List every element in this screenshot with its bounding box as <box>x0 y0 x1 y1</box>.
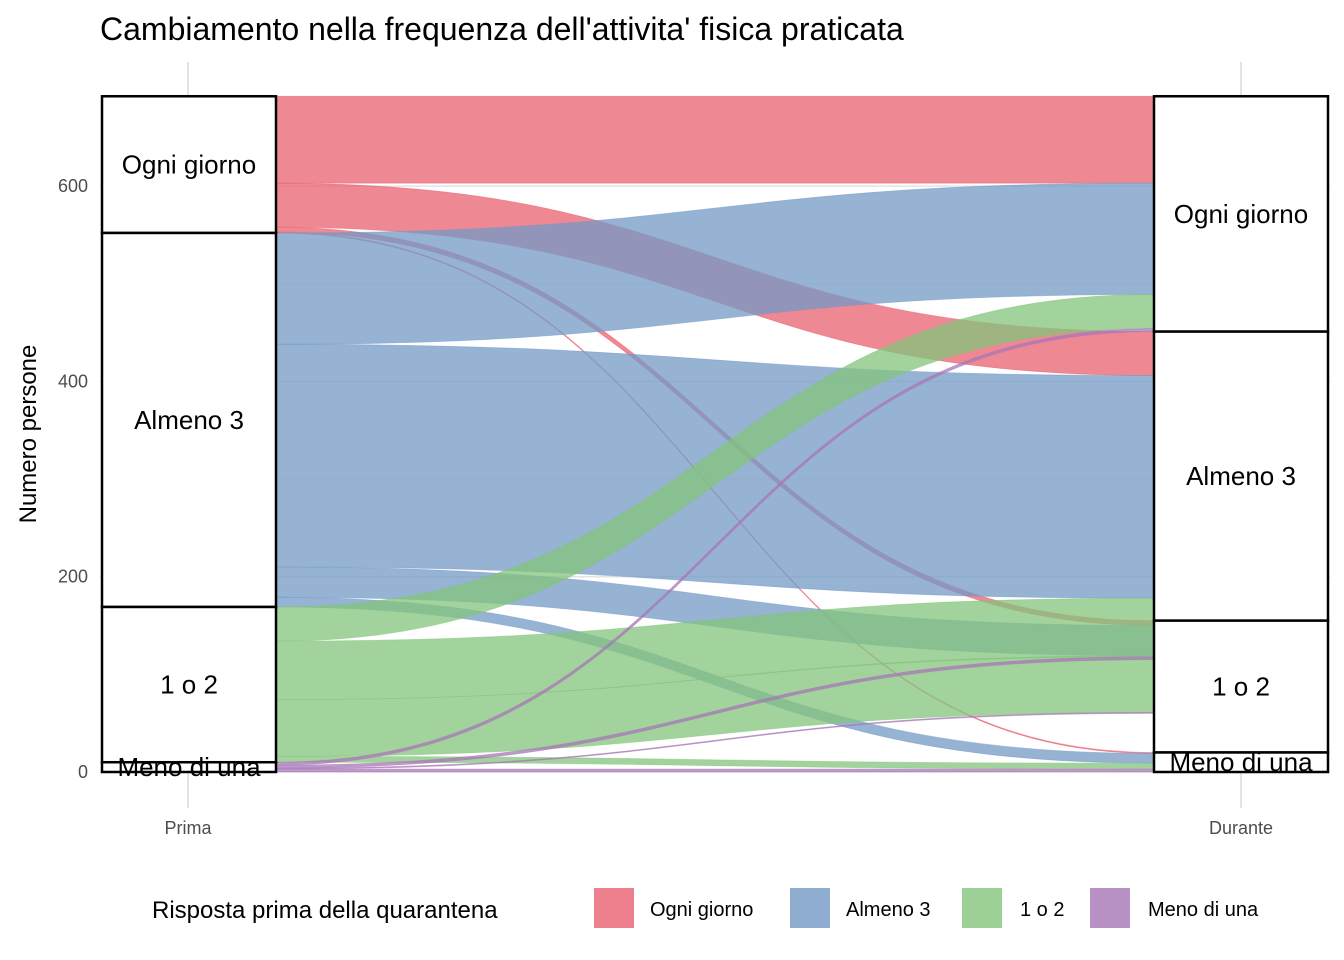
stratum-label-prima: Almeno 3 <box>134 405 244 435</box>
stratum-label-prima: Ogni giorno <box>122 150 256 180</box>
stratum-prima <box>100 760 278 774</box>
legend-title: Risposta prima della quarantena <box>152 897 498 924</box>
stratum-label-prima: 1 o 2 <box>160 670 218 700</box>
legend-label: Almeno 3 <box>846 899 931 921</box>
y-tick-label: 600 <box>58 176 88 196</box>
stratum-label-durante: Ogni giorno <box>1174 199 1308 229</box>
stratum-durante <box>1152 330 1330 622</box>
legend-label: Ogni giorno <box>650 899 753 921</box>
flows <box>275 95 1155 773</box>
y-axis: 0 200 400 600 <box>58 176 88 782</box>
legend: Risposta prima della quarantena Ogni gio… <box>152 888 1259 928</box>
stratum-prima <box>100 605 278 764</box>
legend-swatch <box>790 888 830 928</box>
y-tick-label: 0 <box>78 762 88 782</box>
flow-meno-di-una-to-meno-di-una <box>275 768 1155 773</box>
x-tick-label-prima: Prima <box>164 818 212 838</box>
legend-label: 1 o 2 <box>1020 899 1064 921</box>
legend-swatch <box>962 888 1002 928</box>
y-axis-label: Numero persone <box>15 345 42 524</box>
stratum-label-durante: 1 o 2 <box>1212 672 1270 702</box>
stratum-durante <box>1152 619 1330 754</box>
stratum-durante <box>1152 751 1330 774</box>
stratum-durante <box>1152 95 1330 333</box>
strata: Ogni giorno Almeno 3 1 o 2 Meno di una Ogni … <box>100 95 1330 782</box>
legend-swatch <box>594 888 634 928</box>
stratum-label-prima: Meno di una <box>117 752 261 782</box>
stratum-prima <box>100 95 278 235</box>
stratum-label-durante: Meno di una <box>1169 747 1313 777</box>
flow-ogni-giorno-to-ogni-giorno <box>275 95 1155 184</box>
stratum-prima <box>100 231 278 609</box>
y-tick-label: 400 <box>58 371 88 391</box>
legend-swatch <box>1090 888 1130 928</box>
stratum-label-durante: Almeno 3 <box>1186 461 1296 491</box>
y-tick-label: 200 <box>58 567 88 587</box>
x-tick-label-durante: Durante <box>1209 818 1273 838</box>
chart-title: Cambiamento nella frequenza dell'attivit… <box>100 11 904 47</box>
legend-label: Meno di una <box>1148 899 1259 921</box>
